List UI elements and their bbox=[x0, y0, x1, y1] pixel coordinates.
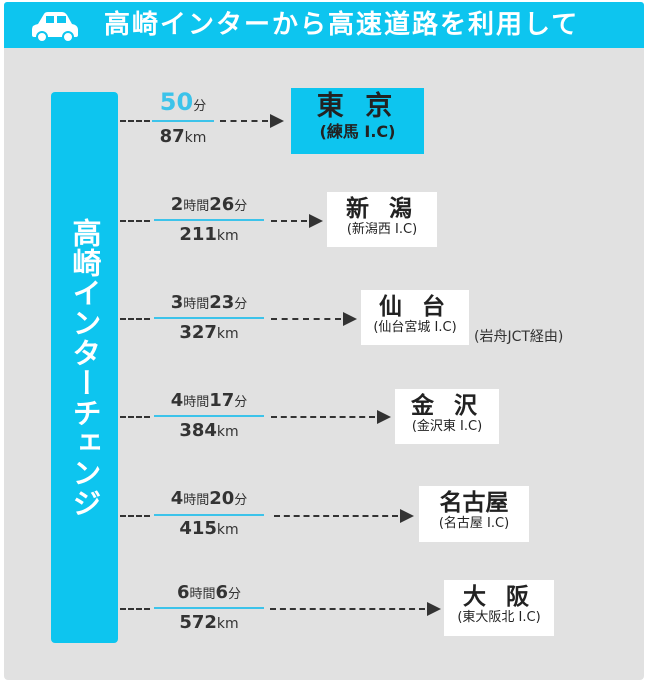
route-dash-line bbox=[120, 515, 150, 517]
arrow-right-icon bbox=[377, 410, 391, 424]
destination-interchange: (名古屋 I.C) bbox=[438, 516, 510, 531]
route-divider bbox=[152, 120, 214, 122]
route-distance: 327km bbox=[179, 322, 239, 343]
destination-name: 金 沢 bbox=[410, 393, 483, 419]
origin-interchange: 高崎インターチェンジ bbox=[51, 92, 118, 643]
route-time: 50分 bbox=[159, 88, 207, 116]
route-distance: 572km bbox=[179, 612, 239, 633]
arrow-right-icon bbox=[270, 114, 284, 128]
destination-box: 新 潟 (新潟西 I.C) bbox=[327, 192, 437, 247]
destination-name: 新 潟 bbox=[345, 196, 418, 222]
route-time: 4時間20分 bbox=[170, 488, 248, 509]
destination-name: 名古屋 bbox=[439, 490, 509, 516]
route-divider bbox=[154, 607, 264, 609]
route-divider bbox=[154, 317, 264, 319]
destination-interchange: (東大阪北 I.C) bbox=[457, 610, 541, 625]
route-dash-line bbox=[271, 416, 375, 418]
destination-interchange: (練馬 I.C) bbox=[319, 122, 396, 141]
destination-box: 金 沢 (金沢東 I.C) bbox=[395, 389, 499, 444]
destination-interchange: (金沢東 I.C) bbox=[411, 419, 483, 434]
origin-label: 高崎インターチェンジ bbox=[68, 217, 102, 518]
route-dash-line bbox=[120, 318, 150, 320]
route-dash-line bbox=[271, 220, 307, 222]
arrow-right-icon bbox=[400, 509, 414, 523]
destination-box: 東 京 (練馬 I.C) bbox=[291, 88, 424, 154]
destination-interchange: (仙台宮城 I.C) bbox=[373, 320, 457, 335]
arrow-right-icon bbox=[427, 602, 441, 616]
route-divider bbox=[154, 415, 264, 417]
route-time: 6時間6分 bbox=[176, 582, 242, 603]
route-time: 3時間23分 bbox=[170, 292, 248, 313]
destination-box: 大 阪 (東大阪北 I.C) bbox=[444, 580, 554, 636]
destination-interchange: (新潟西 I.C) bbox=[346, 222, 418, 237]
route-dash-line bbox=[120, 608, 150, 610]
arrow-right-icon bbox=[309, 214, 323, 228]
route-distance: 211km bbox=[179, 224, 239, 245]
route-note: (岩舟JCT経由) bbox=[474, 329, 564, 345]
destination-name: 大 阪 bbox=[462, 584, 535, 610]
destination-name: 東 京 bbox=[316, 91, 399, 122]
route-divider bbox=[154, 219, 264, 221]
route-dash-line bbox=[120, 220, 150, 222]
page-title: 高崎インターから高速道路を利用して bbox=[104, 10, 580, 40]
route-time: 2時間26分 bbox=[170, 194, 248, 215]
destination-box: 仙 台 (仙台宮城 I.C) bbox=[361, 290, 469, 345]
header-banner: 高崎インターから高速道路を利用して bbox=[4, 2, 644, 48]
arrow-right-icon bbox=[343, 312, 357, 326]
route-dash-line bbox=[274, 515, 398, 517]
destination-box: 名古屋 (名古屋 I.C) bbox=[419, 486, 529, 542]
route-dash-line bbox=[220, 120, 268, 122]
route-distance: 415km bbox=[179, 518, 239, 539]
route-dash-line bbox=[120, 120, 150, 122]
route-dash-line bbox=[120, 416, 150, 418]
destination-name: 仙 台 bbox=[378, 294, 451, 320]
route-distance: 384km bbox=[179, 420, 239, 441]
route-divider bbox=[154, 514, 264, 516]
route-distance: 87km bbox=[159, 126, 207, 147]
route-dash-line bbox=[271, 318, 341, 320]
car-icon bbox=[32, 12, 78, 42]
route-time: 4時間17分 bbox=[170, 390, 248, 411]
route-dash-line bbox=[270, 608, 425, 610]
